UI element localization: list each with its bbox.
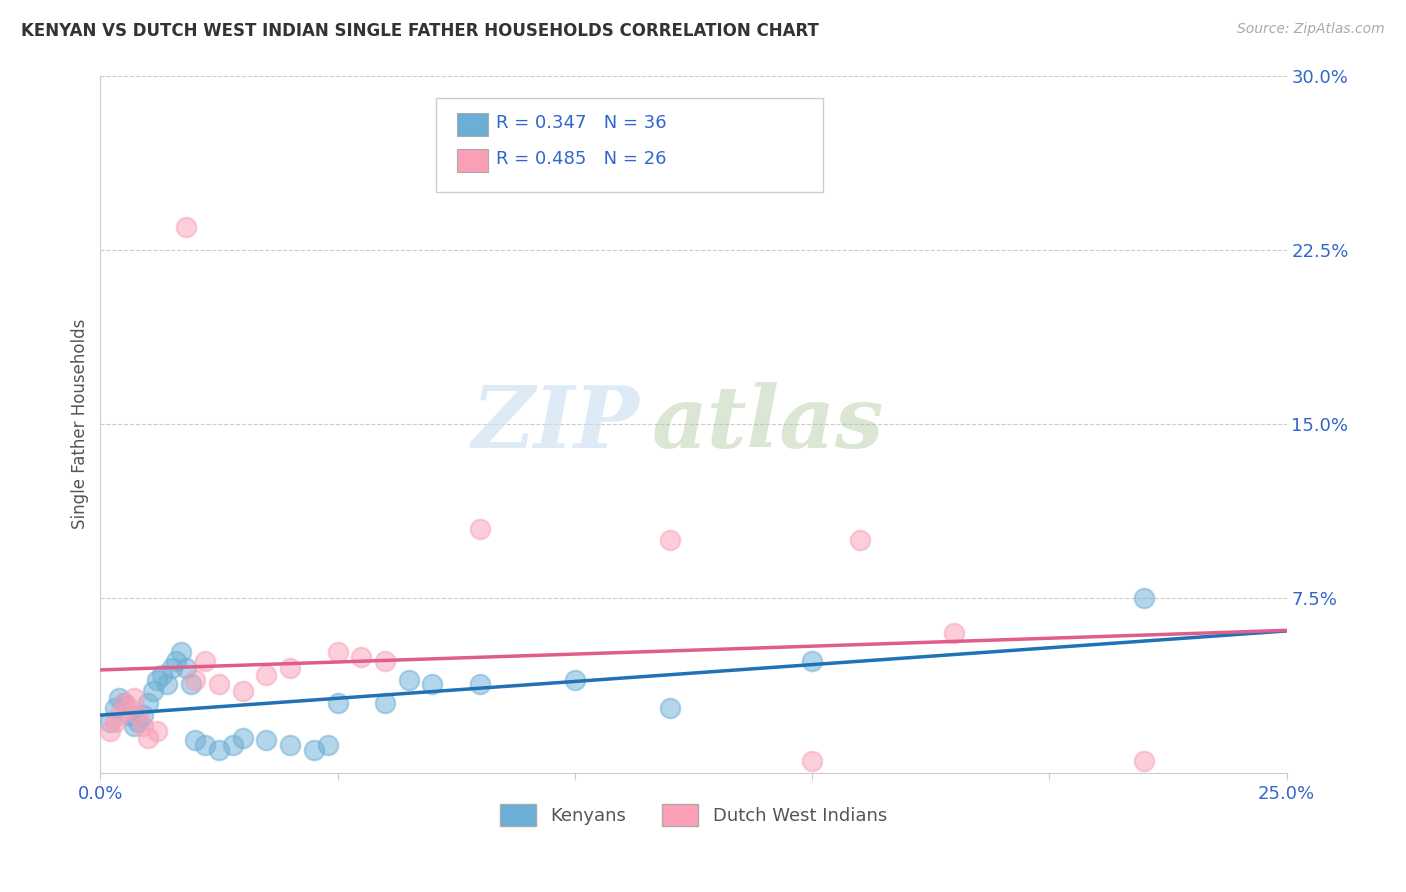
Point bbox=[165, 654, 187, 668]
Point bbox=[141, 684, 163, 698]
Point bbox=[374, 654, 396, 668]
Point bbox=[179, 677, 201, 691]
Point bbox=[943, 626, 966, 640]
Point bbox=[103, 700, 125, 714]
Legend: Kenyans, Dutch West Indians: Kenyans, Dutch West Indians bbox=[492, 797, 894, 833]
Point bbox=[170, 645, 193, 659]
Point bbox=[146, 673, 169, 687]
Point bbox=[132, 719, 155, 733]
Point bbox=[1133, 754, 1156, 768]
Point bbox=[232, 731, 254, 745]
Point bbox=[398, 673, 420, 687]
Point bbox=[658, 700, 681, 714]
Point bbox=[278, 738, 301, 752]
Text: Source: ZipAtlas.com: Source: ZipAtlas.com bbox=[1237, 22, 1385, 37]
Point bbox=[122, 691, 145, 706]
Point bbox=[278, 661, 301, 675]
Point bbox=[302, 742, 325, 756]
Point bbox=[208, 677, 231, 691]
Point bbox=[122, 719, 145, 733]
Point bbox=[232, 684, 254, 698]
Point bbox=[801, 754, 824, 768]
Point bbox=[112, 696, 135, 710]
Point bbox=[564, 673, 586, 687]
Point bbox=[103, 714, 125, 729]
Point bbox=[326, 696, 349, 710]
Point bbox=[316, 738, 339, 752]
Point bbox=[194, 654, 217, 668]
Point bbox=[112, 696, 135, 710]
Point bbox=[108, 691, 131, 706]
Text: KENYAN VS DUTCH WEST INDIAN SINGLE FATHER HOUSEHOLDS CORRELATION CHART: KENYAN VS DUTCH WEST INDIAN SINGLE FATHE… bbox=[21, 22, 818, 40]
Point bbox=[118, 700, 141, 714]
Point bbox=[118, 707, 141, 722]
Point bbox=[108, 707, 131, 722]
Point bbox=[1133, 591, 1156, 606]
Point bbox=[801, 654, 824, 668]
Point bbox=[254, 668, 277, 682]
Text: atlas: atlas bbox=[652, 383, 884, 466]
Point bbox=[194, 738, 217, 752]
Point bbox=[127, 707, 149, 722]
Point bbox=[254, 733, 277, 747]
Point bbox=[422, 677, 444, 691]
Point bbox=[150, 668, 173, 682]
Point bbox=[184, 733, 207, 747]
Point bbox=[160, 661, 183, 675]
Point bbox=[658, 533, 681, 548]
Point bbox=[98, 714, 121, 729]
Point bbox=[208, 742, 231, 756]
Point bbox=[127, 714, 149, 729]
Text: ZIP: ZIP bbox=[472, 383, 640, 466]
Point bbox=[468, 677, 491, 691]
Point bbox=[98, 723, 121, 738]
Y-axis label: Single Father Households: Single Father Households bbox=[72, 319, 89, 529]
Point bbox=[326, 645, 349, 659]
Point bbox=[174, 661, 197, 675]
Point bbox=[136, 731, 159, 745]
Point bbox=[136, 696, 159, 710]
Point bbox=[350, 649, 373, 664]
Point bbox=[848, 533, 870, 548]
Point bbox=[132, 707, 155, 722]
Point bbox=[156, 677, 179, 691]
Text: R = 0.347   N = 36: R = 0.347 N = 36 bbox=[496, 114, 666, 132]
Point bbox=[468, 522, 491, 536]
Point bbox=[222, 738, 245, 752]
Point bbox=[174, 219, 197, 234]
Text: R = 0.485   N = 26: R = 0.485 N = 26 bbox=[496, 150, 666, 168]
Point bbox=[184, 673, 207, 687]
Point bbox=[374, 696, 396, 710]
Point bbox=[146, 723, 169, 738]
